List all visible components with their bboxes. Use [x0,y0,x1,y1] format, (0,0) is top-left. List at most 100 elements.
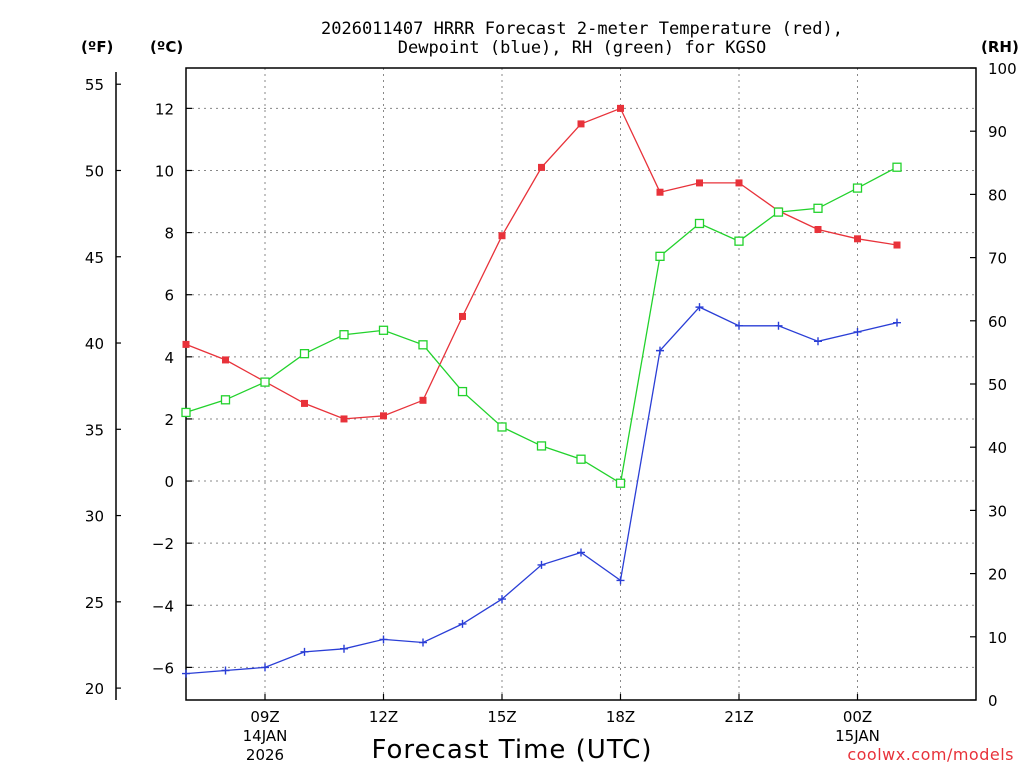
fahrenheit-unit-label: (ºF) [81,38,113,56]
rh-point [852,183,863,193]
fahrenheit-tick-label: 45 [85,249,104,267]
2-meter-temperature-point [577,120,585,128]
rh-point [536,441,547,451]
time-tick-label: 00Z [843,708,872,726]
rh-tick-label: 20 [988,566,1007,584]
2-meter-temperature-point [538,163,545,171]
rh-tick-label: 10 [988,629,1007,647]
rh-point [299,349,310,359]
dewpoint-point [379,635,388,644]
time-tick-label: 12Z [369,708,398,726]
2-meter-temperature-point [380,412,387,420]
time-tick-label: 09Z [250,708,279,726]
fahrenheit-tick-label: 30 [85,508,104,526]
time-tick-label: 14JAN [243,727,288,745]
rh-point [813,203,823,213]
celsius-tick-label: 12 [155,100,174,118]
chart-title-line-2: Dewpoint (blue), RH (green) for KGSO [398,38,766,58]
dewpoint-point [419,638,427,647]
2-meter-temperature-point [656,188,664,196]
rh-tick-label: 0 [988,692,998,710]
rh-point [773,207,784,217]
dewpoint-point [695,303,704,312]
rh-tick-label: 60 [988,313,1007,331]
2-meter-temperature-point [182,340,190,348]
fahrenheit-tick-label: 40 [85,335,104,353]
dewpoint-point [853,327,862,336]
rh-point [457,386,468,397]
rh-point [181,407,191,418]
rh-point [615,478,626,488]
celsius-tick-label: 8 [164,225,174,243]
dewpoint-point [340,644,348,653]
dewpoint-point [458,619,467,628]
rh-axis-ticks: 0 10 20 30 40 50 60 70 80 90 100 [970,60,1017,710]
2-meter-temperature-point [222,356,229,364]
fahrenheit-tick-label: 50 [85,162,104,180]
rh-tick-label: 90 [988,123,1007,141]
2-meter-temperature-point [735,179,743,187]
dewpoint-point [735,321,743,330]
dewpoint-point [221,666,230,675]
credit-text: coolwx.com/models [847,745,1014,764]
chart-title-line-1: 2026011407 HRRR Forecast 2-meter Tempera… [321,19,843,39]
dewpoint-point [261,663,269,672]
dewpoint-point [656,346,664,355]
rh-tick-label: 100 [988,60,1017,78]
celsius-tick-label: 0 [164,473,174,491]
dewpoint-point [814,337,822,346]
rh-point [497,422,507,432]
2-meter-temperature-point [459,312,466,320]
rh-point [694,218,705,229]
rh-tick-label: 50 [988,376,1007,394]
series-rh [181,162,902,488]
2-meter-temperature-point [419,396,427,404]
celsius-tick-label: −6 [152,659,174,677]
celsius-unit-label: (ºC) [150,38,183,56]
rh-tick-label: 70 [988,250,1007,268]
time-tick-label: 18Z [606,708,635,726]
rh-point [220,395,231,405]
fahrenheit-tick-label: 25 [85,594,104,612]
2-meter-temperature-line [185,107,898,420]
time-tick-label: 15JAN [835,727,880,745]
dewpoint-point [537,560,546,569]
2-meter-temperature-point [498,232,506,240]
dewpoint-point [577,548,585,557]
2-meter-temperature-point [617,104,624,112]
x-axis-label: Forecast Time (UTC) [371,735,652,765]
rh-tick-label: 80 [988,186,1007,204]
time-tick-label: 2026 [246,746,284,764]
dewpoint-point [300,647,309,656]
celsius-tick-label: 4 [164,349,174,367]
rh-line [185,166,898,485]
2-meter-temperature-point [814,225,822,233]
fahrenheit-tick-label: 55 [85,76,104,94]
grid-lines [186,68,976,700]
celsius-tick-label: −2 [152,535,174,553]
celsius-axis-ticks: −6 −4 −2 0 2 4 6 8 10 12 [152,100,192,677]
fahrenheit-tick-label: 20 [85,680,104,698]
2-meter-temperature-point [854,235,861,243]
celsius-tick-label: 10 [155,162,174,180]
rh-point [734,236,744,246]
rh-tick-label: 30 [988,502,1007,520]
rh-point [892,162,902,172]
dewpoint-point [616,576,625,585]
rh-point [576,454,586,464]
time-tick-label: 15Z [487,708,516,726]
2-meter-temperature-point [340,415,348,423]
rh-point [655,251,665,261]
dewpoint-point [182,669,190,678]
fahrenheit-axis-ticks: 20 25 30 35 40 45 50 55 [85,76,121,698]
rh-point [378,325,389,335]
rh-point [339,330,349,340]
dewpoint-point [893,318,901,327]
2-meter-temperature-point [696,179,703,187]
fahrenheit-tick-label: 35 [85,421,104,439]
celsius-tick-label: −4 [152,597,174,615]
plot-frame [185,67,977,701]
series-dewpoint [182,303,901,678]
